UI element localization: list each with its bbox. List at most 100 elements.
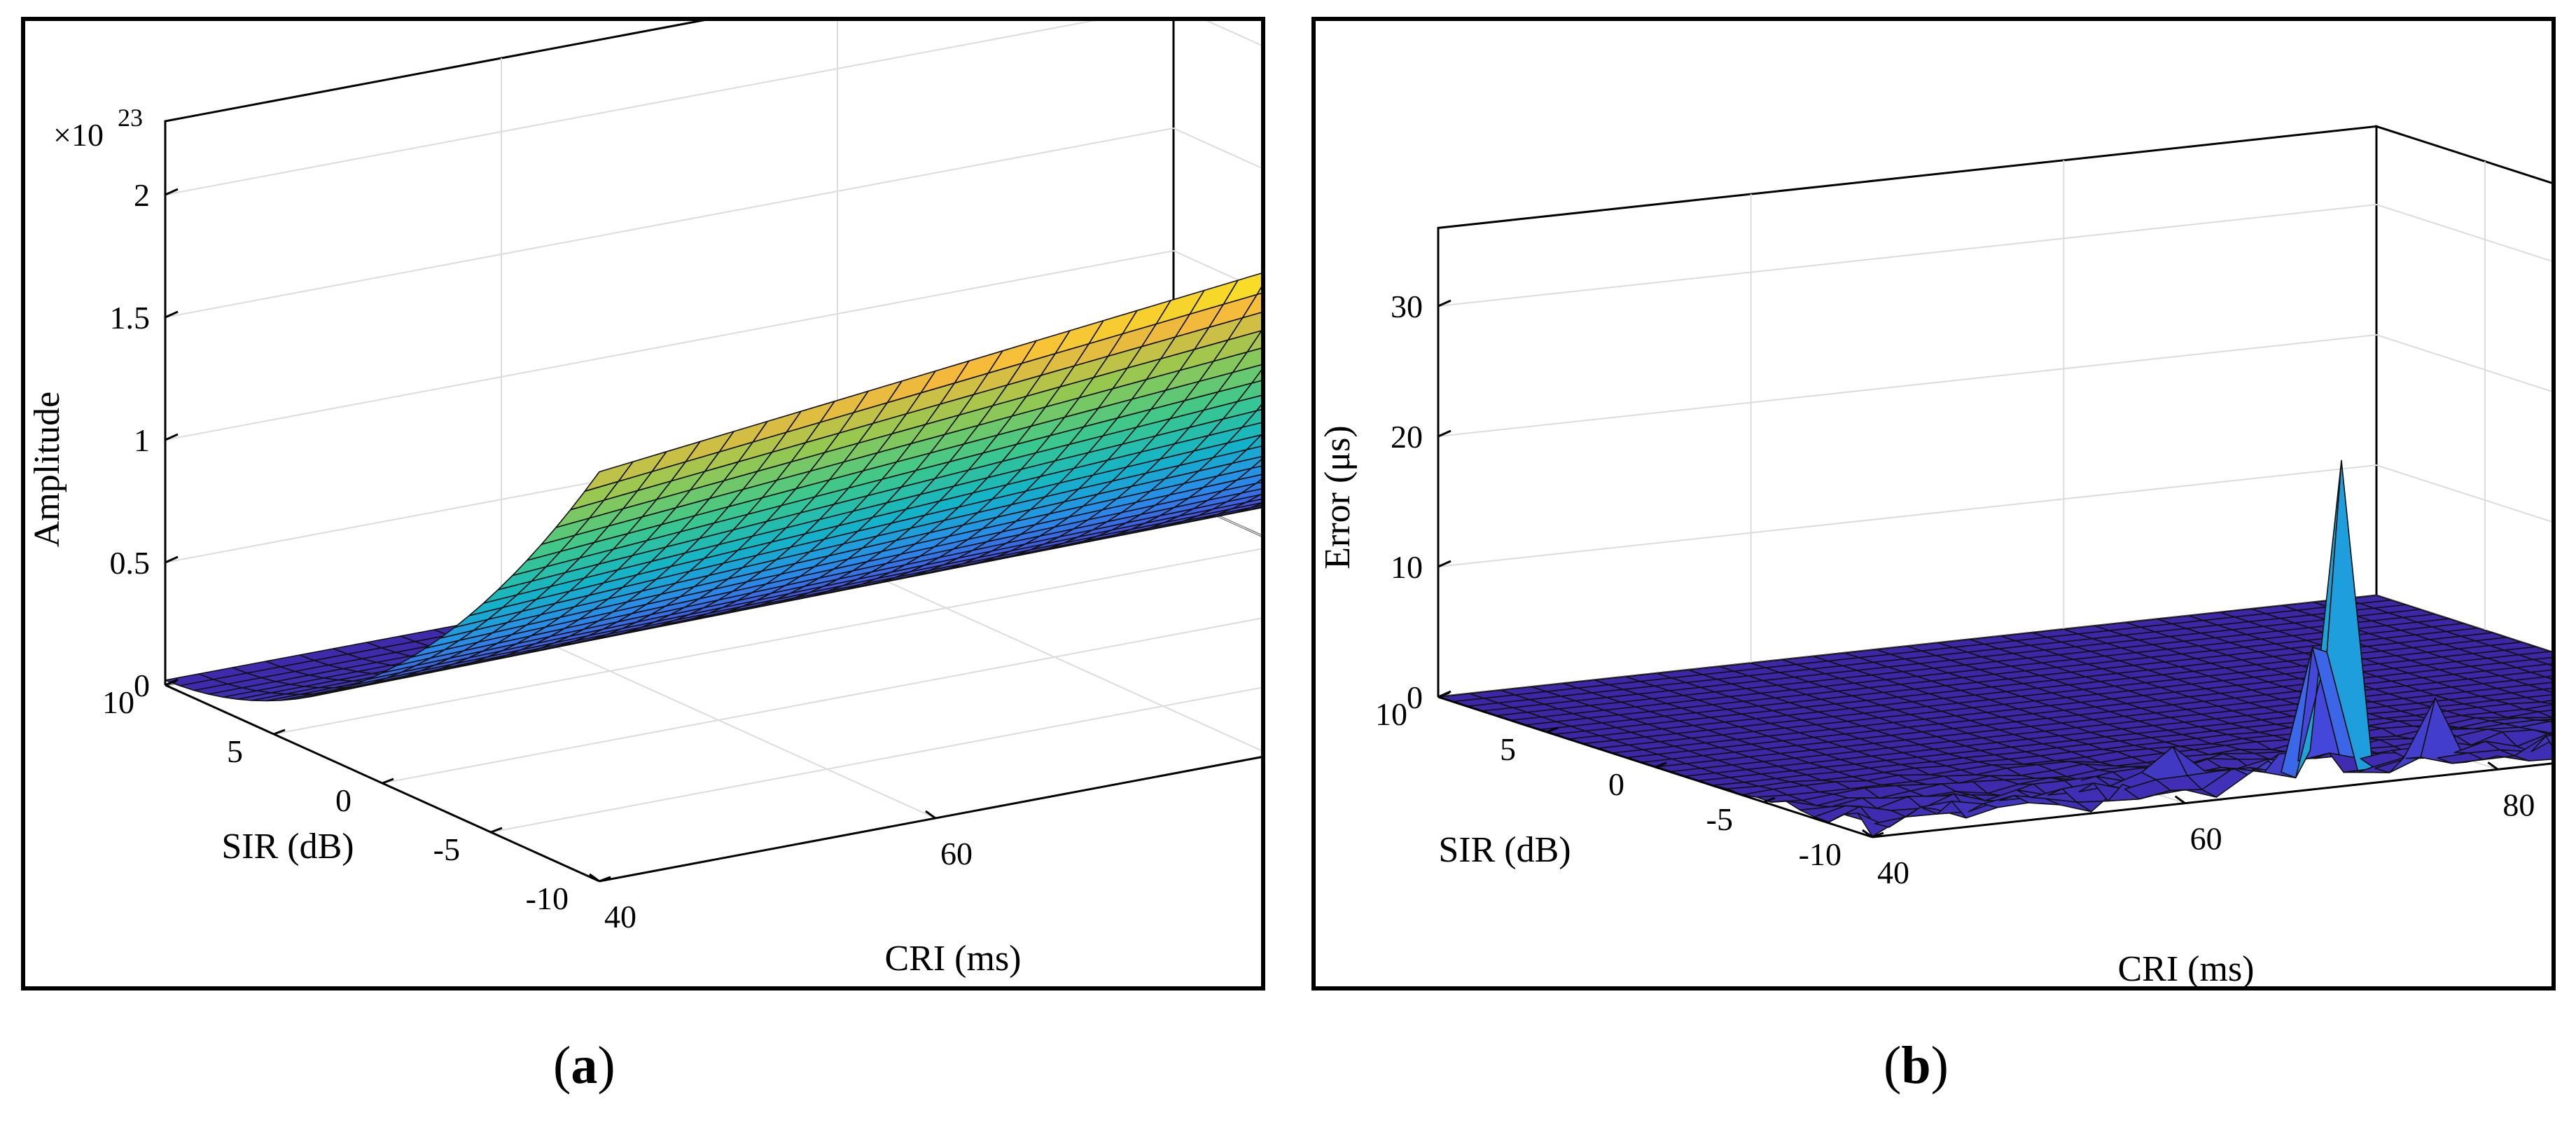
y-axis-label: SIR (dB) <box>221 827 354 867</box>
surface-patch <box>1212 434 1261 458</box>
y-tick-label: 5 <box>227 733 243 769</box>
surface-patch <box>1237 380 1261 403</box>
exponent-label: ×10 <box>53 117 104 153</box>
x-tick <box>2487 761 2499 771</box>
surface-patch <box>1246 494 1261 503</box>
z-tick-label: 0.5 <box>110 545 151 581</box>
surface-patch <box>1231 498 1261 510</box>
surface-patch <box>2535 719 2551 722</box>
y-tick <box>1763 796 1776 803</box>
x-tick-label: 80 <box>2502 787 2535 822</box>
z-tick-label: 0 <box>1407 679 1423 715</box>
floor-gridline <box>273 548 1261 735</box>
surface-patch <box>2523 704 2551 712</box>
surface-patch <box>1218 364 1261 393</box>
z-gridline <box>165 127 1261 318</box>
surface-patch <box>1256 287 1261 296</box>
surface-patch <box>1236 465 1261 481</box>
z-tick <box>165 555 179 564</box>
z-axis-label: Error (μs) <box>1318 425 1358 569</box>
surface <box>165 272 1261 702</box>
surface-patch <box>2516 663 2551 673</box>
surface-patch <box>1241 292 1261 319</box>
z-tick-label: 1 <box>134 422 150 458</box>
surface-patch <box>1232 347 1261 373</box>
y-tick-label: 5 <box>1500 731 1516 767</box>
surface-patch <box>2547 733 2551 735</box>
surface-patch <box>2509 701 2551 710</box>
y-tick <box>165 679 177 686</box>
surface-patch <box>1255 478 1261 484</box>
x-tick-label: 40 <box>604 899 636 934</box>
side-wall-outline <box>1172 21 1175 496</box>
surface-patch <box>1213 330 1261 362</box>
surface-patch <box>1255 506 1261 510</box>
surface-patch <box>1250 503 1261 509</box>
z-tick-label: 10 <box>1391 549 1423 585</box>
surface-patch <box>1255 404 1261 412</box>
x-axis-line <box>599 756 1261 883</box>
y-tick <box>273 729 286 736</box>
side-wall-outline <box>2375 125 2551 595</box>
surface-patch <box>1216 502 1261 516</box>
y-tick-label: -5 <box>433 831 460 867</box>
exponent-power: 23 <box>118 104 143 132</box>
surface-patch <box>1241 408 1261 428</box>
y-tick <box>1655 761 1667 768</box>
y-tick-label: 0 <box>1608 766 1624 802</box>
x-tick <box>925 810 936 820</box>
x-tick <box>2174 795 2186 804</box>
x-tick <box>589 873 600 883</box>
surface-patch <box>2530 734 2551 752</box>
surface-patch <box>1232 446 1261 464</box>
y-tick-label: -10 <box>1799 836 1842 872</box>
z-tick <box>1437 299 1451 308</box>
surface-patch <box>2545 734 2551 746</box>
surface-patch <box>1241 481 1261 494</box>
surface-patch <box>2540 700 2551 705</box>
z-gridline <box>1437 464 2551 567</box>
surface-patch <box>1227 312 1261 341</box>
surface-patch <box>1222 394 1261 420</box>
floor-gridline <box>490 686 1261 833</box>
y-tick <box>1546 726 1559 733</box>
z-tick <box>1437 429 1451 438</box>
surface-patch <box>1251 369 1261 384</box>
surface-patch <box>2547 663 2551 666</box>
y-tick-label: -10 <box>526 881 569 916</box>
x-tick-label: 60 <box>940 836 973 871</box>
surface-patch <box>2537 710 2551 718</box>
x-tick-label: 40 <box>1877 855 1909 890</box>
surface-patch <box>1227 422 1261 444</box>
z-axis-label: Amplitude <box>27 392 67 547</box>
y-tick <box>490 827 503 834</box>
z-tick <box>165 188 179 196</box>
surface-patch <box>2530 669 2551 678</box>
z-tick-label: 0 <box>134 668 150 703</box>
surface-patch <box>2544 675 2551 679</box>
surface-patch <box>2533 656 2551 665</box>
surface-patch <box>2519 720 2551 734</box>
surface-patch <box>2528 682 2551 690</box>
y-tick-label: 0 <box>335 782 351 818</box>
surface-patch <box>1246 434 1261 450</box>
caption-a-letter: a <box>571 1036 598 1095</box>
x-axis-label: CRI (ms) <box>885 939 1022 979</box>
surface-patch <box>1217 456 1261 477</box>
y-tick <box>382 778 394 785</box>
surface-patch <box>2533 729 2551 735</box>
x-tick-label: 60 <box>2190 821 2222 857</box>
z-gridline <box>1437 203 2551 307</box>
surface-patch <box>1251 459 1261 469</box>
surface-patch <box>2526 694 2551 703</box>
y-tick-label: -5 <box>1706 801 1733 837</box>
y-tick-label: 10 <box>1375 696 1407 732</box>
z-tick <box>165 433 179 441</box>
caption-b: (b) <box>1884 1036 1949 1095</box>
caption-b-letter: b <box>1901 1036 1931 1095</box>
surface-patch <box>1246 330 1261 353</box>
